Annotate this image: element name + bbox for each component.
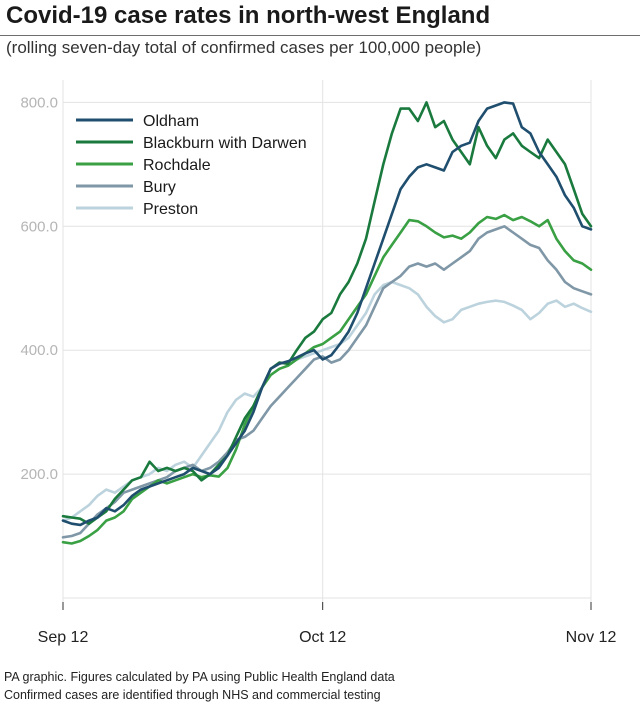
x-axis: Sep 12 Oct 12 Nov 12 bbox=[38, 602, 617, 646]
legend-label-bury: Bury bbox=[143, 179, 176, 196]
source-line-1: PA graphic. Figures calculated by PA usi… bbox=[4, 670, 395, 684]
series-line-rochdale bbox=[61, 213, 593, 545]
legend-label-blackburn-with-darwen: Blackburn with Darwen bbox=[143, 135, 307, 152]
chart-subtitle: (rolling seven-day total of confirmed ca… bbox=[6, 38, 482, 57]
title-divider bbox=[0, 35, 640, 36]
x-tick-label: Oct 12 bbox=[299, 629, 346, 646]
y-tick-label: 400.0 bbox=[20, 342, 58, 359]
page-title: Covid-19 case rates in north-west Englan… bbox=[6, 2, 491, 29]
y-tick-label: 600.0 bbox=[20, 218, 58, 235]
series-lines bbox=[61, 101, 593, 545]
series-line-oldham bbox=[61, 101, 593, 527]
x-tick-label: Sep 12 bbox=[38, 629, 89, 646]
y-axis-labels: 200.0 400.0 600.0 800.0 bbox=[20, 94, 58, 483]
source-note: PA graphic. Figures calculated by PA usi… bbox=[4, 668, 395, 704]
y-tick-label: 200.0 bbox=[20, 466, 58, 483]
source-line-2: Confirmed cases are identified through N… bbox=[4, 688, 381, 702]
y-tick-label: 800.0 bbox=[20, 94, 58, 111]
legend-label-rochdale: Rochdale bbox=[143, 157, 211, 174]
series-line-blackburn-with-darwen bbox=[61, 101, 593, 526]
x-tick-label: Nov 12 bbox=[566, 629, 617, 646]
series-line-bury bbox=[61, 225, 593, 539]
legend-label-preston: Preston bbox=[143, 201, 198, 218]
legend: Oldham Blackburn with Darwen Rochdale Bury P… bbox=[76, 113, 307, 218]
legend-label-oldham: Oldham bbox=[143, 113, 199, 130]
series-line-preston bbox=[61, 280, 593, 522]
